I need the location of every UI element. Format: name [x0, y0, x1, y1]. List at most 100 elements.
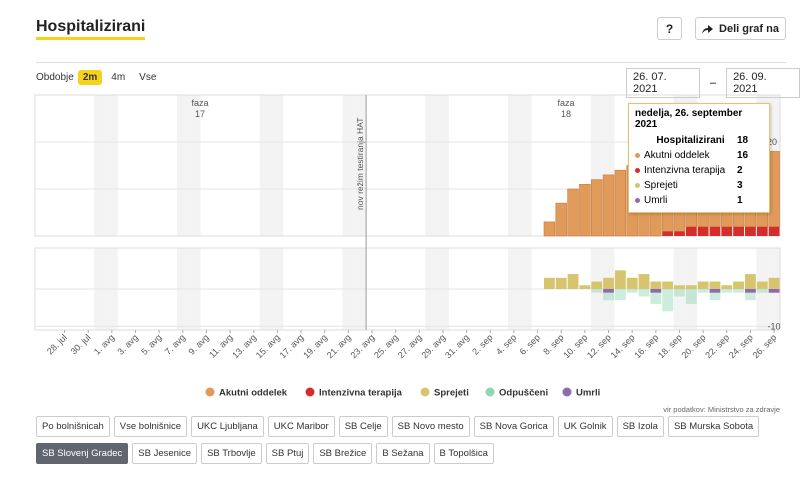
bar: [685, 285, 697, 289]
bar: [591, 289, 603, 293]
date-from[interactable]: 26. 07. 2021: [626, 68, 700, 98]
legend-swatch: [305, 387, 315, 397]
bar: [567, 188, 579, 237]
weekend-band: [602, 95, 615, 236]
source: vir podatkov: Ministrstvo za zdravje: [663, 405, 780, 414]
tooltip-value: 2: [737, 165, 743, 176]
bar: [638, 274, 650, 289]
hospital-button[interactable]: SB Ptuj: [265, 443, 310, 464]
weekend-band: [259, 95, 272, 236]
bar: [591, 281, 603, 289]
hospital-button[interactable]: SB Jesenice: [132, 443, 198, 464]
bar: [590, 179, 603, 237]
bar: [543, 277, 555, 289]
bar: [768, 226, 780, 236]
bar: [626, 289, 638, 293]
bar: [614, 270, 626, 289]
x-tick-label: 26. sep: [751, 332, 779, 360]
share-button[interactable]: Deli graf na: [695, 17, 786, 40]
bar: [650, 289, 662, 293]
date-separator: –: [709, 77, 717, 89]
x-tick-label: 1. avg: [92, 332, 116, 356]
phase-label: faza: [191, 98, 208, 108]
x-tick-label: 20. sep: [680, 332, 708, 360]
x-tick-label: 21. avg: [325, 332, 353, 360]
x-tick-label: 10. sep: [561, 332, 589, 360]
hospital-button[interactable]: SB Murska Sobota: [667, 416, 760, 437]
hospital-button[interactable]: Po bolnišnicah: [36, 416, 110, 437]
bar: [721, 289, 733, 293]
x-tick-label: 2. sep: [470, 332, 494, 356]
bar: [709, 226, 721, 236]
bar: [709, 289, 721, 293]
hospital-button[interactable]: UK Golnik: [557, 416, 613, 437]
y-tick-label: 20: [767, 137, 777, 147]
bar: [733, 281, 745, 289]
bar: [733, 226, 745, 236]
hospital-row: Po bolnišnicah Vse bolnišnice UKC Ljubljan…: [36, 416, 760, 437]
x-tick-label: 7. avg: [163, 332, 187, 356]
help-button[interactable]: ?: [657, 17, 682, 40]
tooltip-dot: [635, 138, 640, 143]
phase-label: 18: [561, 109, 571, 119]
tooltip-dot: [635, 183, 640, 188]
share-label: Deli graf na: [719, 22, 779, 35]
x-tick-label: 24. sep: [727, 332, 755, 360]
hospital-button[interactable]: B Topolšica: [433, 443, 494, 464]
tooltip-label: Akutni oddelek: [644, 150, 710, 161]
panel-frame: [34, 94, 781, 237]
period-option[interactable]: 4m: [111, 72, 126, 83]
weekend-band: [519, 95, 532, 236]
bar: [603, 289, 614, 293]
bar: [745, 292, 756, 301]
tooltip-label: Intenzivna terapija: [644, 165, 726, 176]
bar: [745, 289, 756, 293]
tooltip-title: nedelja, 26. september 2021: [635, 108, 743, 130]
bar: [650, 292, 662, 304]
hospital-button[interactable]: B Sežana: [376, 443, 430, 464]
page-title: Hospitalizirani: [36, 18, 146, 40]
tooltip-dot: [635, 198, 640, 203]
tooltip-row: Akutni oddelek 16: [635, 148, 763, 163]
hospital-button[interactable]: SB Nova Gorica: [473, 416, 554, 437]
tooltip: nedelja, 26. september 2021 Hospitalizir…: [628, 103, 770, 213]
weekend-band: [271, 95, 284, 236]
hospital-button[interactable]: UKC Ljubljana: [191, 416, 264, 437]
bar: [614, 169, 627, 237]
hospital-button[interactable]: UKC Maribor: [267, 416, 335, 437]
bar: [685, 226, 697, 236]
phase-label: 17: [195, 109, 205, 119]
bar: [709, 292, 721, 301]
bar: [685, 289, 697, 304]
bar: [638, 289, 650, 297]
bar: [721, 285, 733, 289]
bar: [768, 151, 780, 227]
bar: [567, 274, 579, 289]
period-option[interactable]: 2m: [77, 70, 103, 85]
date-to[interactable]: 26. 09. 2021: [726, 68, 800, 98]
tooltip-value: 3: [737, 180, 743, 191]
bar: [745, 274, 756, 289]
hospital-button[interactable]: SB Izola: [616, 416, 664, 437]
bar: [555, 277, 567, 289]
x-tick-label: 16. sep: [632, 332, 660, 360]
hospital-row: SB Slovenj Gradec SB Jesenice SB Trbovlje S…: [36, 443, 494, 464]
bar: [721, 226, 733, 236]
share-icon: [702, 24, 714, 34]
hospital-button[interactable]: SB Slovenj Gradec: [36, 443, 129, 464]
hospital-button[interactable]: SB Brežice: [313, 443, 373, 464]
tooltip-row: Sprejeti 3: [635, 178, 763, 193]
weekend-band: [105, 95, 118, 236]
legend-label: Odpuščeni: [499, 388, 548, 399]
bar: [579, 285, 591, 289]
hospital-button[interactable]: SB Celje: [338, 416, 388, 437]
bar: [626, 277, 638, 289]
bar: [697, 289, 709, 293]
hospital-button[interactable]: Vse bolnišnice: [113, 416, 188, 437]
legend-label: Akutni oddelek: [219, 388, 288, 399]
hospital-button[interactable]: SB Trbovlje: [201, 443, 262, 464]
weekend-band: [354, 95, 367, 236]
hospital-button[interactable]: SB Novo mesto: [391, 416, 470, 437]
period-option[interactable]: Vse: [139, 72, 157, 83]
event-label: nov režim testiranja HAT: [355, 118, 365, 210]
